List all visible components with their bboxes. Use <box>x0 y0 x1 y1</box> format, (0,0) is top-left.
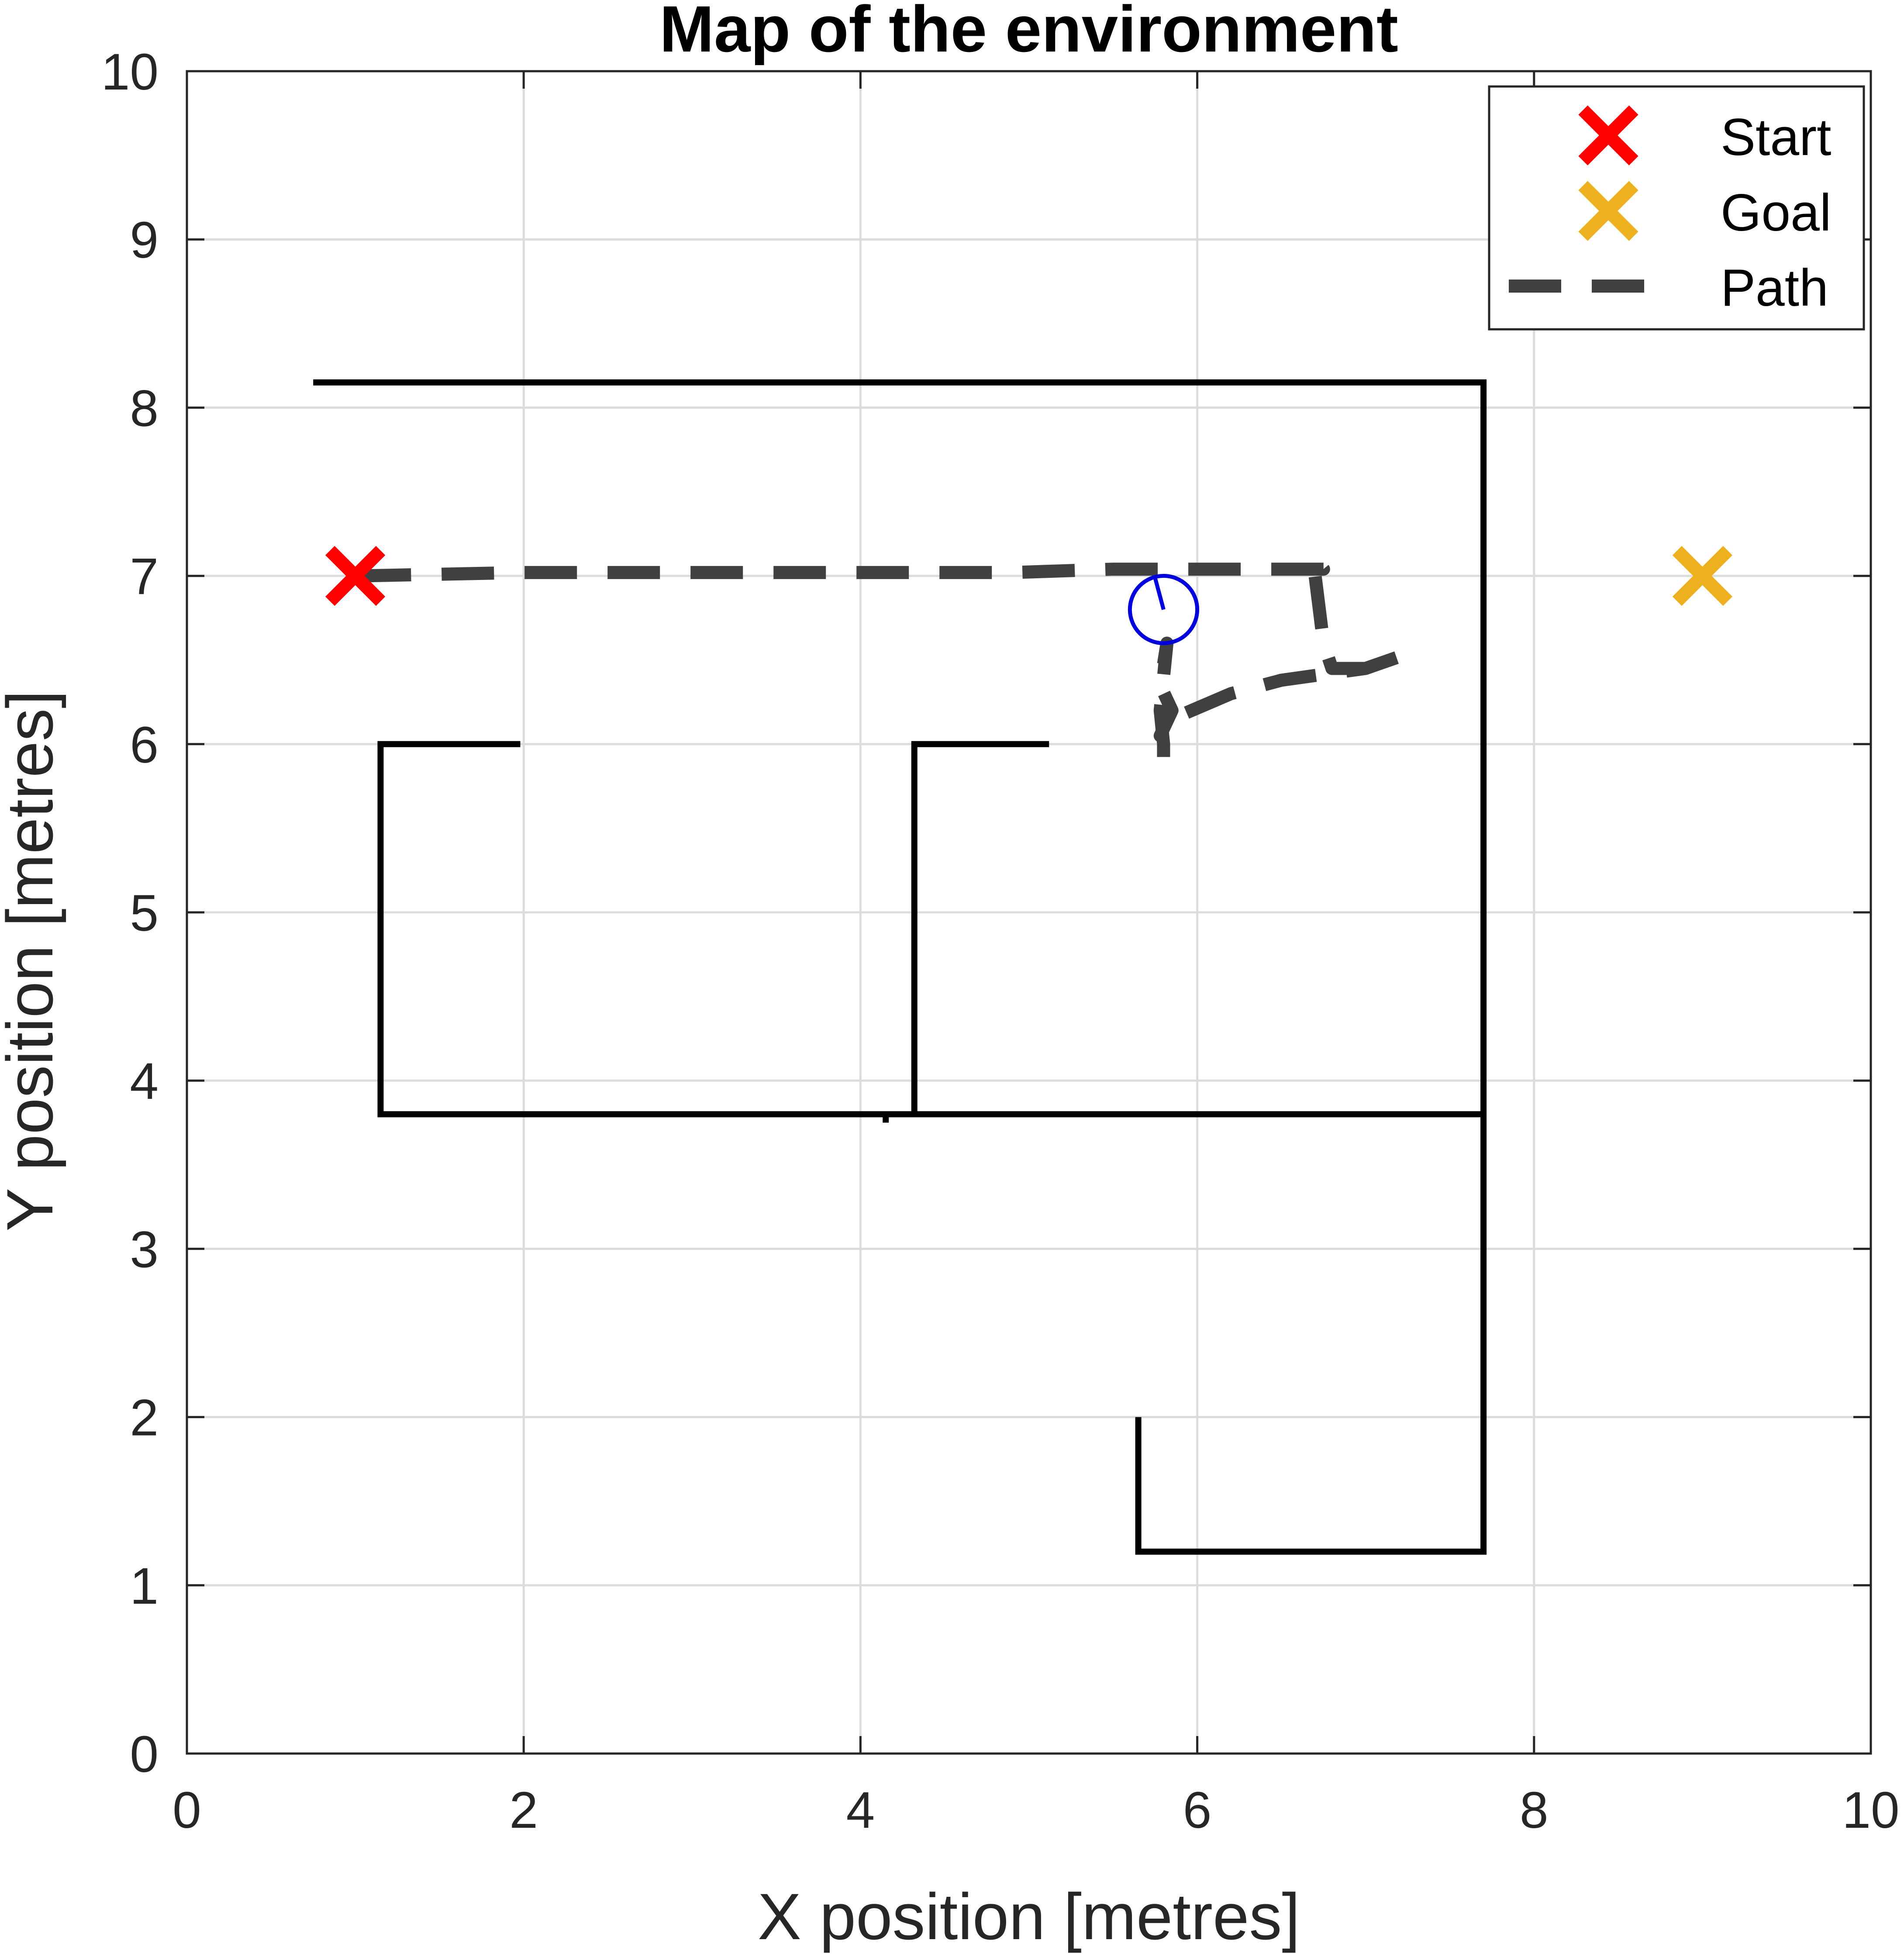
goal-marker <box>1672 545 1733 606</box>
y-tick-label: 0 <box>130 1726 159 1783</box>
y-tick-label: 5 <box>130 884 159 942</box>
wall-segment <box>377 741 1484 1118</box>
plot-area: 0 2 4 6 8 10 0 1 2 3 4 5 6 7 8 9 10 <box>101 43 1900 1839</box>
x-tick-label: 8 <box>1520 1781 1549 1839</box>
y-tick-label: 2 <box>130 1389 159 1447</box>
y-tick-label: 7 <box>130 548 159 606</box>
x-tick-label: 10 <box>1842 1781 1899 1839</box>
robot-heading <box>1153 576 1166 610</box>
y-tick-label: 1 <box>130 1557 159 1615</box>
legend-entry-goal: Goal <box>1578 181 1831 242</box>
legend-path-label: Path <box>1721 259 1828 317</box>
path-line <box>359 552 1406 761</box>
x-tick-label: 0 <box>172 1781 201 1839</box>
legend: Start Goal Path <box>1488 85 1865 331</box>
x-tick-labels: 0 2 4 6 8 10 <box>172 1781 1899 1839</box>
y-tick-label: 10 <box>101 43 159 101</box>
legend-entry-path: Path <box>1509 259 1828 317</box>
legend-goal-marker <box>1578 181 1638 241</box>
y-axis-label: Y position [metres] <box>0 690 66 1231</box>
robot-circle <box>1128 574 1200 646</box>
goal-marker-stroke-b <box>1672 545 1733 606</box>
start-marker <box>325 545 386 606</box>
walls <box>313 379 1487 1555</box>
x-tick-label: 4 <box>846 1781 875 1839</box>
markers <box>325 545 1733 606</box>
x-axis-label: X position [metres] <box>758 1880 1300 1953</box>
legend-start-label: Start <box>1721 108 1831 166</box>
y-tick-label: 3 <box>130 1221 159 1278</box>
wall-segment <box>313 379 1487 1555</box>
path-series <box>359 552 1406 761</box>
wall-segment <box>911 741 1049 1115</box>
start-marker-stroke-b <box>325 545 386 606</box>
y-tick-label: 8 <box>130 380 159 437</box>
y-tick-label: 4 <box>130 1053 159 1110</box>
legend-entry-start: Start <box>1578 105 1831 166</box>
y-tick-labels: 0 1 2 3 4 5 6 7 8 9 10 <box>101 43 159 1783</box>
y-tick-label: 9 <box>130 211 159 269</box>
legend-start-x <box>1578 105 1638 166</box>
legend-start-marker <box>1578 105 1638 166</box>
legend-start-x-stroke-b <box>1578 105 1638 166</box>
robot <box>1128 574 1200 646</box>
legend-goal-x-stroke-b <box>1578 181 1638 241</box>
x-tick-label: 2 <box>509 1781 538 1839</box>
chart-title: Map of the environment <box>659 0 1398 66</box>
legend-goal-x <box>1578 181 1638 241</box>
tick-marks <box>186 70 1872 1755</box>
legend-goal-label: Goal <box>1721 183 1831 242</box>
y-tick-label: 6 <box>130 716 159 774</box>
x-tick-label: 6 <box>1183 1781 1212 1839</box>
